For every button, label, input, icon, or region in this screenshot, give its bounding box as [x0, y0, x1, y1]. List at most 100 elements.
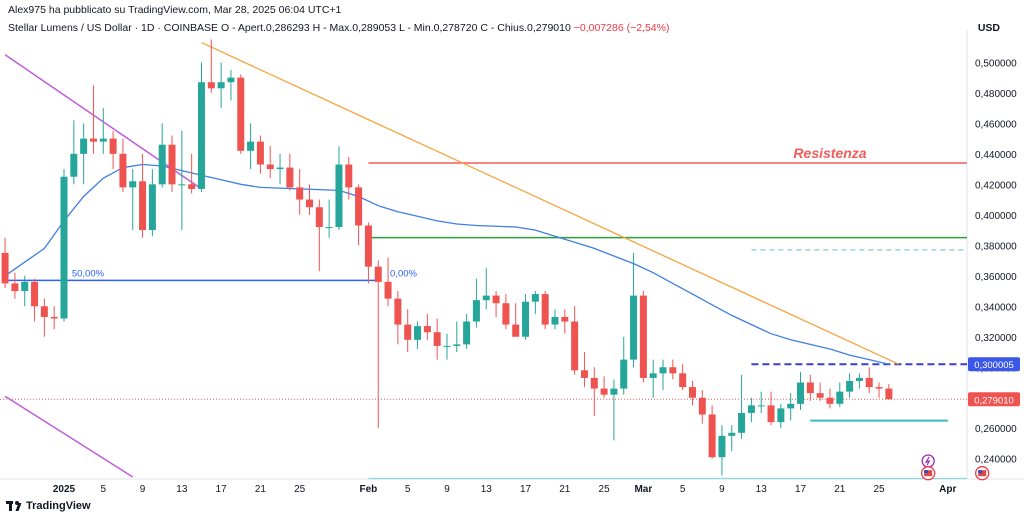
candle-body — [885, 388, 893, 400]
x-tick-label: 5 — [100, 484, 106, 495]
candle-body — [787, 403, 795, 409]
candle — [846, 373, 854, 398]
candle — [404, 309, 412, 353]
candle-body — [463, 321, 471, 345]
candle — [777, 403, 785, 429]
candle-body — [836, 391, 844, 404]
candle-body — [129, 181, 137, 188]
candle-body — [237, 77, 245, 151]
candle-body — [266, 164, 274, 170]
candle — [738, 374, 746, 439]
candle-body — [679, 373, 687, 388]
candle — [679, 364, 687, 391]
candle — [119, 138, 127, 192]
candle-body — [158, 144, 166, 185]
candle-body — [571, 321, 579, 371]
candle — [207, 39, 215, 93]
candle-body — [502, 303, 510, 325]
x-tick-label: Apr — [939, 484, 956, 495]
x-tick-label: 25 — [873, 484, 885, 495]
candle — [747, 397, 755, 423]
fib-50-label: 50,00% — [72, 268, 105, 279]
fib-0-label: 0,00% — [390, 268, 417, 279]
candle-body — [89, 138, 97, 142]
candle — [414, 321, 422, 349]
x-tick-label: 5 — [680, 484, 686, 495]
x-tick-label: 21 — [559, 484, 571, 495]
symbol-name: Stellar Lumens / US Dollar · 1D · COINBA… — [8, 22, 219, 34]
x-tick-label: 9 — [140, 484, 146, 495]
candle — [551, 309, 559, 330]
candle — [541, 291, 549, 330]
candle-body — [433, 332, 441, 346]
flag-canton — [924, 470, 929, 474]
candle — [561, 309, 569, 334]
x-tick-label: 13 — [481, 484, 493, 495]
brand-label: TradingView — [26, 500, 91, 512]
price-label-box — [968, 357, 1020, 372]
candle — [256, 135, 264, 174]
candle — [885, 384, 893, 400]
candle — [89, 85, 97, 154]
candle-body — [610, 388, 618, 395]
candle-body — [178, 184, 186, 186]
candle — [492, 291, 500, 317]
candle-body — [806, 382, 814, 394]
candle — [296, 169, 304, 215]
candle-body — [541, 294, 549, 325]
candle-body — [227, 77, 235, 83]
y-tick-label: 0,340000 — [975, 302, 1017, 313]
y-tick-label: 0,500000 — [975, 58, 1017, 69]
y-tick-label: 0,400000 — [975, 211, 1017, 222]
candle — [826, 388, 834, 409]
candle — [374, 260, 382, 429]
candle — [335, 146, 343, 231]
candle-body — [217, 82, 225, 89]
candle-body — [649, 373, 657, 378]
y-tick-label: 0,320000 — [975, 333, 1017, 344]
candle-body — [188, 184, 196, 189]
candle-body — [325, 227, 333, 229]
candle-body — [31, 281, 39, 307]
candle — [865, 367, 873, 394]
candle — [129, 169, 137, 231]
x-tick-label: 17 — [216, 484, 228, 495]
candle-body — [384, 281, 392, 299]
candle — [688, 380, 696, 406]
candle-body — [306, 199, 313, 208]
candle-body — [443, 345, 451, 347]
candle-body — [70, 153, 78, 177]
candle-body — [335, 164, 343, 228]
footer-brand[interactable]: TradingView — [6, 500, 91, 512]
x-tick-label: 9 — [444, 484, 450, 495]
candle-body — [630, 295, 638, 360]
y-tick-label: 0,420000 — [975, 180, 1017, 191]
candle-body — [767, 405, 775, 423]
candle — [21, 275, 29, 307]
y-tick-label: 0,440000 — [975, 150, 1017, 161]
candle — [188, 153, 196, 194]
x-tick-label: 13 — [176, 484, 188, 495]
candle — [531, 291, 539, 314]
candle-body — [747, 405, 755, 413]
candle — [266, 146, 274, 179]
candle-body — [423, 326, 431, 333]
candle-body — [669, 367, 677, 374]
y-tick-label: 0,360000 — [975, 272, 1017, 283]
candle-body — [109, 138, 117, 154]
x-tick-label: 2025 — [53, 484, 76, 495]
candle-body — [453, 344, 461, 346]
candle — [139, 153, 147, 238]
candle-body — [315, 207, 323, 228]
y-tick-label: 0,460000 — [975, 119, 1017, 130]
candle-body — [139, 181, 147, 231]
candle — [463, 313, 471, 349]
price-change: −0,007286 (−2,54%) — [573, 22, 670, 34]
candle — [148, 169, 156, 237]
candle-body — [688, 387, 696, 398]
y-tick-label: 0,260000 — [975, 424, 1017, 435]
currency-label: USD — [977, 22, 1000, 34]
candle-body — [659, 367, 667, 374]
price-label-text: 0,300005 — [974, 360, 1014, 371]
